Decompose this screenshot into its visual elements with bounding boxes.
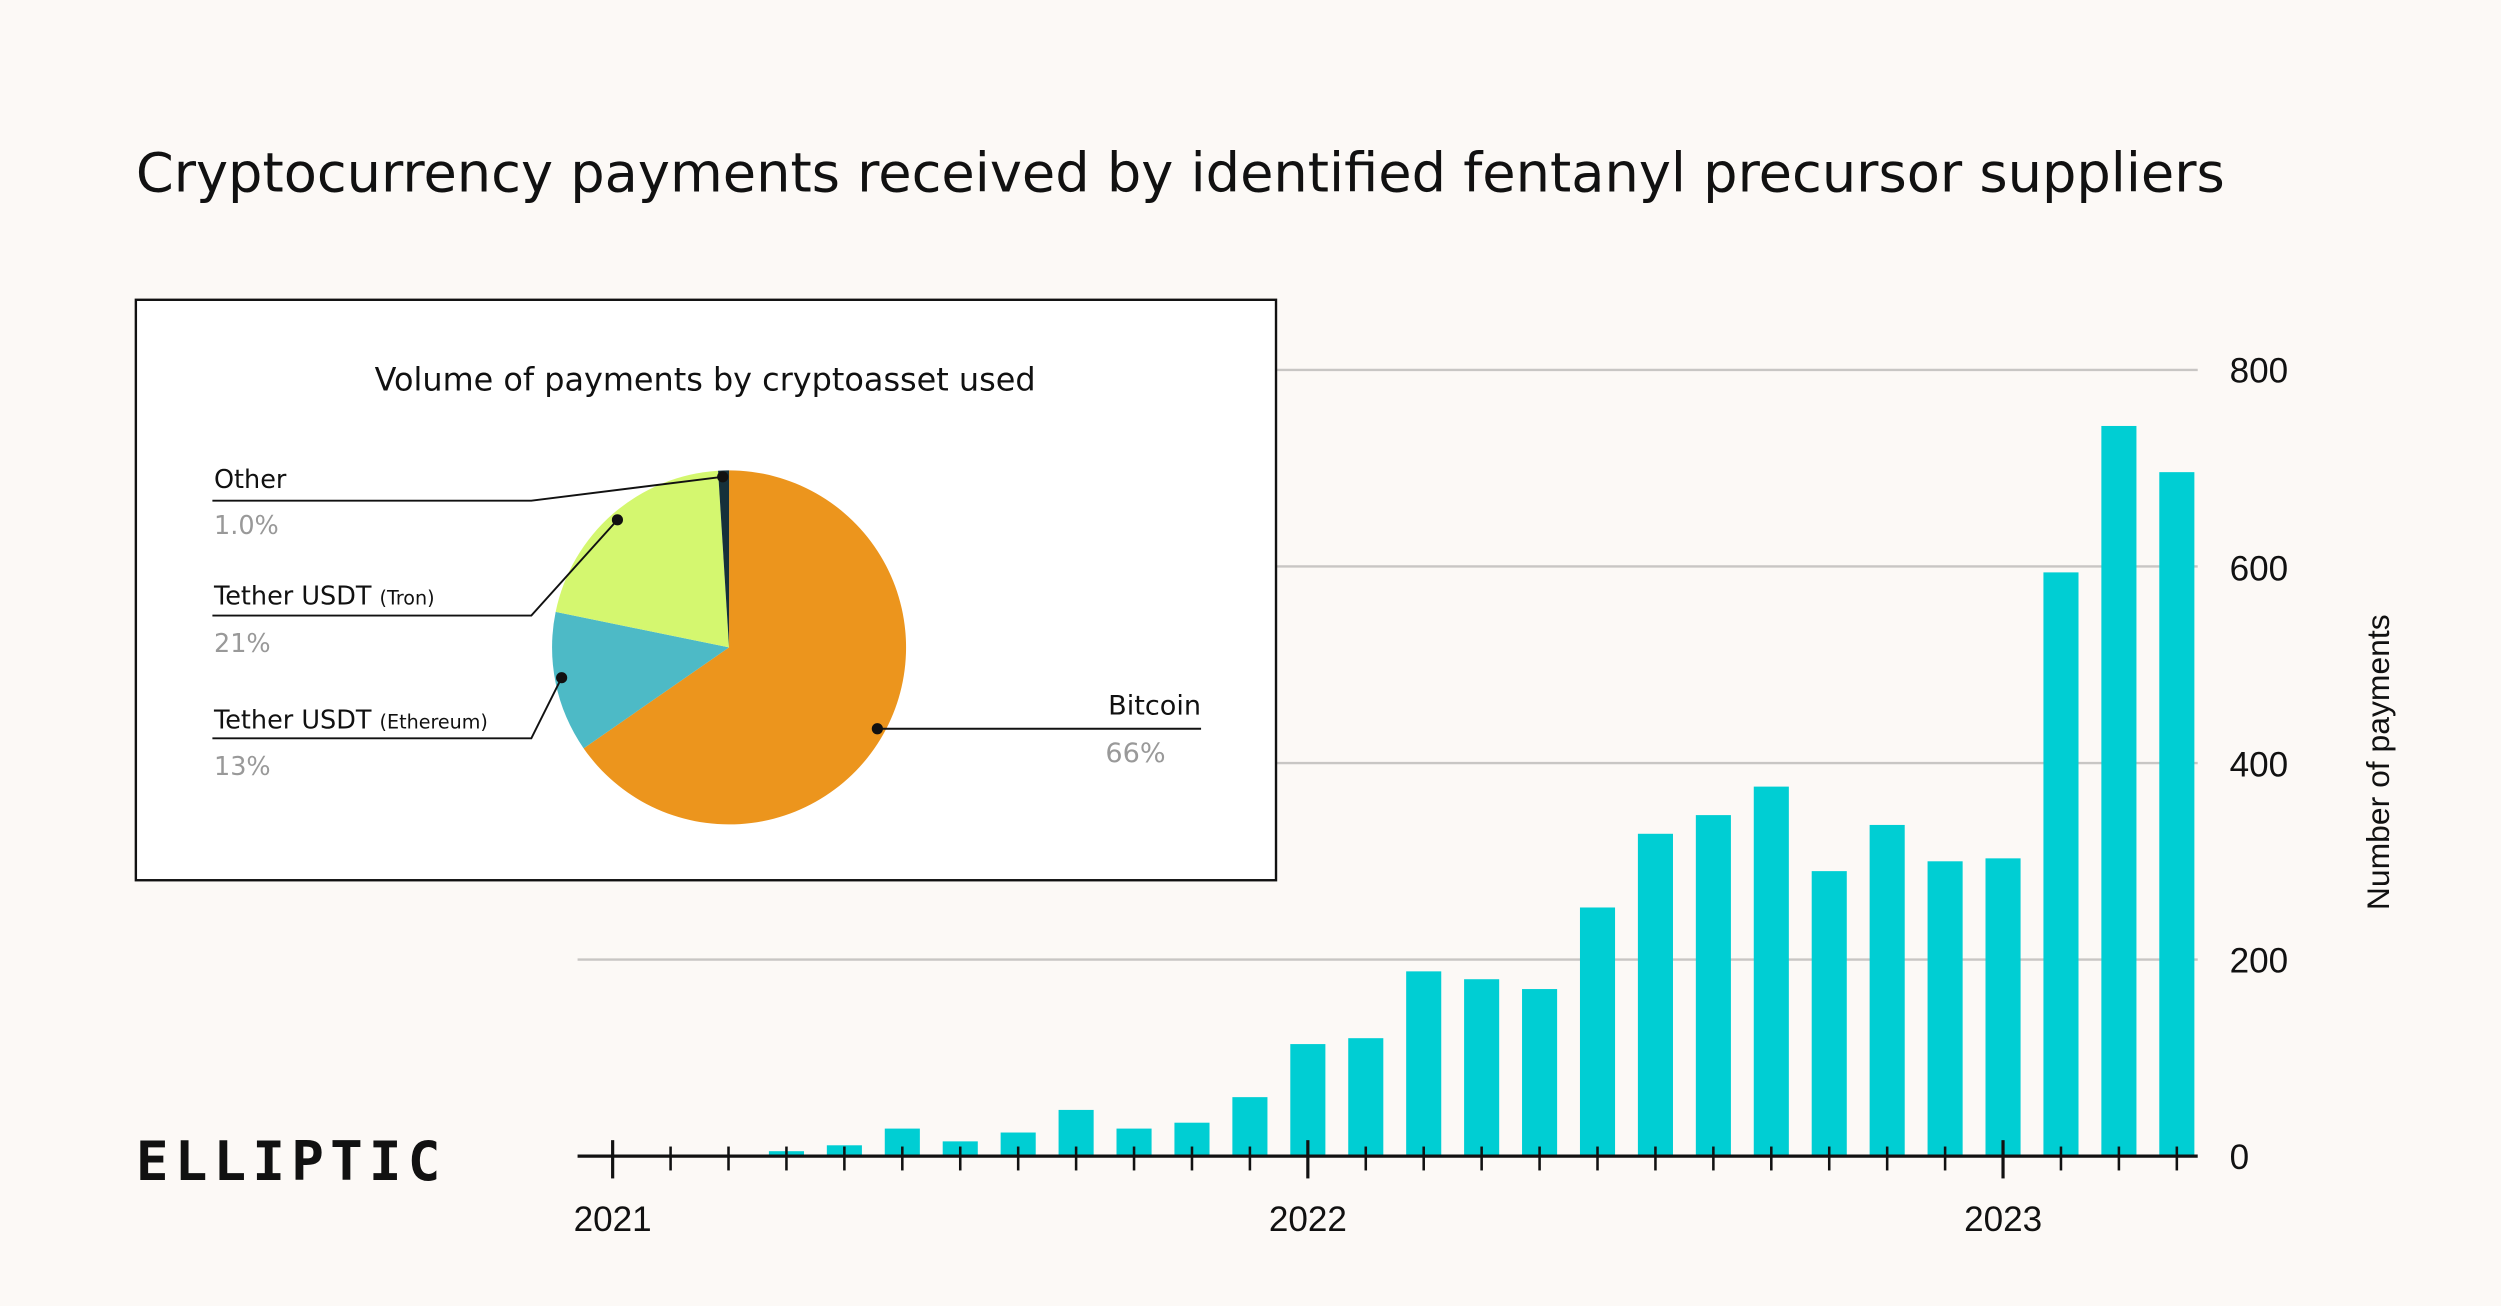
pie-label-tron: Tether USDT (Tron) bbox=[213, 581, 435, 611]
bar bbox=[1000, 1132, 1036, 1157]
pie-slice bbox=[718, 470, 730, 648]
bar bbox=[1695, 815, 1731, 1157]
bar bbox=[1232, 1097, 1268, 1157]
elliptic-logo: ELLIPTIC bbox=[136, 1130, 442, 1193]
pie-slice bbox=[552, 611, 730, 749]
pie bbox=[552, 470, 907, 825]
leader-dots bbox=[556, 471, 883, 735]
pie-pct-other: 1.0% bbox=[214, 511, 279, 541]
pie-label-ethereum: Tether USDT (Ethereum) bbox=[213, 706, 488, 736]
y-tick-label: 800 bbox=[2230, 352, 2289, 391]
bars bbox=[768, 425, 2195, 1157]
pie-label-other: Other bbox=[214, 465, 287, 495]
y-tick-label: 200 bbox=[2230, 942, 2289, 981]
bar bbox=[1869, 824, 1905, 1157]
bar bbox=[2043, 572, 2079, 1157]
bar bbox=[1406, 971, 1442, 1157]
chart-title: Cryptocurrency payments received by iden… bbox=[136, 141, 2225, 204]
bar bbox=[1522, 989, 1558, 1157]
bar bbox=[1753, 786, 1789, 1157]
bar bbox=[1579, 907, 1616, 1157]
x-tick-label: 2021 bbox=[574, 1200, 652, 1239]
bar bbox=[1985, 858, 2021, 1157]
bar bbox=[1637, 833, 1673, 1157]
bar bbox=[1464, 979, 1500, 1157]
bar bbox=[1290, 1044, 1326, 1157]
y-tick-label: 0 bbox=[2230, 1138, 2250, 1177]
bar bbox=[1348, 1038, 1384, 1157]
bar bbox=[1811, 871, 1847, 1157]
x-tick-label: 2022 bbox=[1269, 1200, 1347, 1239]
bar bbox=[2101, 425, 2137, 1157]
y-axis-label: Number of payments bbox=[2360, 614, 2396, 910]
y-tick-label: 400 bbox=[2230, 746, 2289, 785]
x-ticks bbox=[611, 1140, 2179, 1179]
y-tick-label: 600 bbox=[2230, 549, 2289, 588]
pie-slice bbox=[555, 470, 730, 648]
pie-pct-tron: 21% bbox=[214, 629, 271, 659]
bar bbox=[2159, 472, 2195, 1157]
pie-pct-bitcoin: 66% bbox=[1105, 738, 1165, 769]
pie-label-bitcoin: Bitcoin bbox=[1108, 690, 1201, 721]
x-tick-label: 2023 bbox=[1964, 1200, 2042, 1239]
leader-lines bbox=[212, 475, 1202, 740]
bar bbox=[1927, 861, 1963, 1157]
pie-slice bbox=[583, 470, 907, 825]
pie-pct-ethereum: 13% bbox=[214, 752, 271, 782]
pie-title: Volume of payments by cryptoasset used bbox=[375, 361, 1036, 399]
